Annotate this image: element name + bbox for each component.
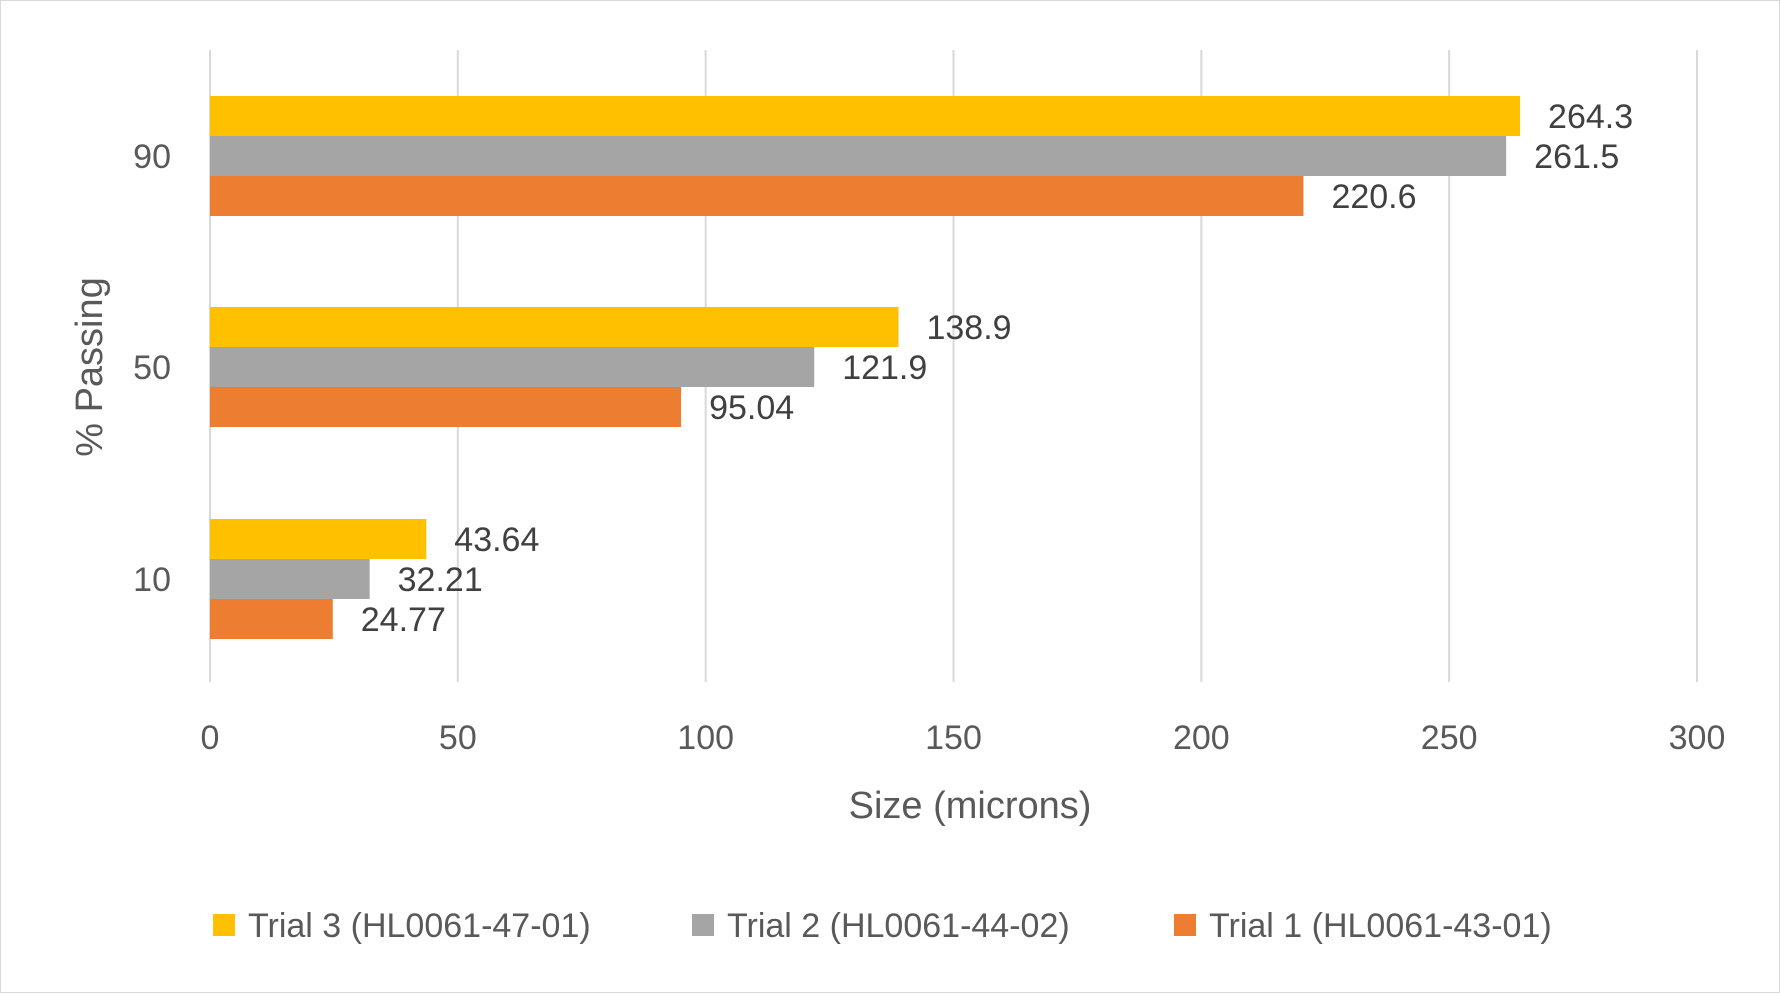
bar (210, 347, 815, 387)
bar (210, 176, 1304, 216)
legend-label: Trial 2 (HL0061-44-02) (727, 907, 1070, 945)
legend-swatch (213, 914, 235, 936)
x-axis-title: Size (microns) (849, 785, 1092, 827)
data-label: 95.04 (709, 389, 794, 427)
data-label: 32.21 (398, 561, 483, 599)
x-tick-label: 50 (439, 719, 477, 757)
legend-swatch (692, 914, 714, 936)
x-tick-label: 200 (1173, 719, 1230, 757)
legend-swatch (1174, 914, 1196, 936)
bar (210, 559, 370, 599)
bar (210, 96, 1521, 136)
x-axis-ticks: 0 50 100 150 200 250 300 (201, 719, 1726, 757)
bar (210, 136, 1507, 176)
y-tick-label: 10 (133, 561, 171, 599)
bar (210, 599, 333, 639)
bar (210, 307, 899, 347)
bar (210, 519, 427, 559)
data-label: 264.3 (1548, 98, 1633, 136)
legend-label: Trial 3 (HL0061-47-01) (248, 907, 591, 945)
y-tick-label: 90 (133, 138, 171, 176)
y-axis-title: % Passing (69, 277, 111, 457)
bar (210, 387, 682, 427)
data-label: 24.77 (361, 601, 446, 639)
data-label: 43.64 (454, 521, 539, 559)
legend-label: Trial 1 (HL0061-43-01) (1209, 907, 1552, 945)
x-tick-label: 150 (925, 719, 982, 757)
x-tick-label: 300 (1669, 719, 1726, 757)
legend: Trial 3 (HL0061-47-01) Trial 2 (HL0061-44… (213, 907, 1552, 945)
x-tick-label: 100 (677, 719, 734, 757)
y-axis-ticks: 10 50 90 (133, 138, 171, 599)
x-tick-label: 0 (201, 719, 220, 757)
data-label: 121.9 (842, 349, 927, 387)
bars (210, 96, 1521, 639)
data-label: 220.6 (1331, 178, 1416, 216)
y-tick-label: 50 (133, 349, 171, 387)
data-label: 138.9 (926, 309, 1011, 347)
data-label: 261.5 (1534, 138, 1619, 176)
x-tick-label: 250 (1421, 719, 1478, 757)
